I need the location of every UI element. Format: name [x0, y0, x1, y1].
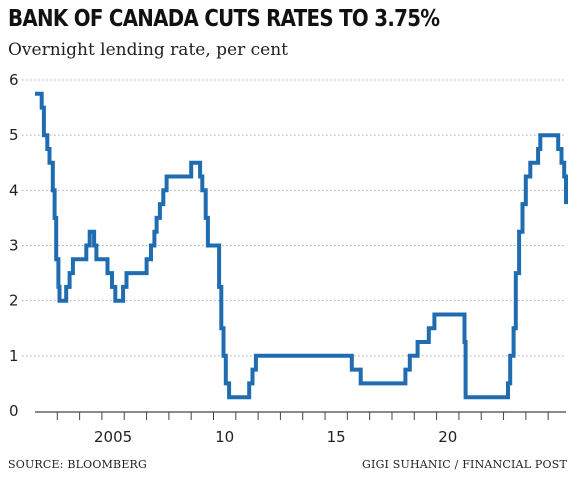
credit-note: GIGI SUHANIC / FINANCIAL POST	[362, 458, 567, 471]
y-tick-label-4: 4	[9, 181, 19, 199]
x-axis: 2005 10 15 20	[35, 411, 566, 446]
gridlines	[22, 79, 566, 357]
x-tick-label-10: 10	[215, 428, 234, 446]
chart-title: BANK OF CANADA CUTS RATES TO 3.75%	[8, 6, 440, 32]
y-tick-label-5: 5	[9, 126, 19, 144]
x-tick-label-2005: 2005	[94, 428, 132, 446]
series-group	[35, 91, 568, 400]
y-tick-label-3: 3	[9, 237, 19, 255]
source-note: SOURCE: BLOOMBERG	[8, 458, 148, 471]
y-tick-label-6: 6	[9, 71, 19, 89]
series-line-0	[35, 91, 568, 400]
y-tick-label-0: 0	[9, 402, 19, 420]
y-tick-label-1: 1	[9, 347, 19, 365]
x-tick-label-20: 20	[438, 428, 457, 446]
y-axis-labels: 0 1 2 3 4 5 6	[9, 71, 19, 420]
chart-subtitle: Overnight lending rate, per cent	[8, 40, 288, 60]
x-tick-label-15: 15	[327, 428, 346, 446]
y-tick-label-2: 2	[9, 292, 19, 310]
